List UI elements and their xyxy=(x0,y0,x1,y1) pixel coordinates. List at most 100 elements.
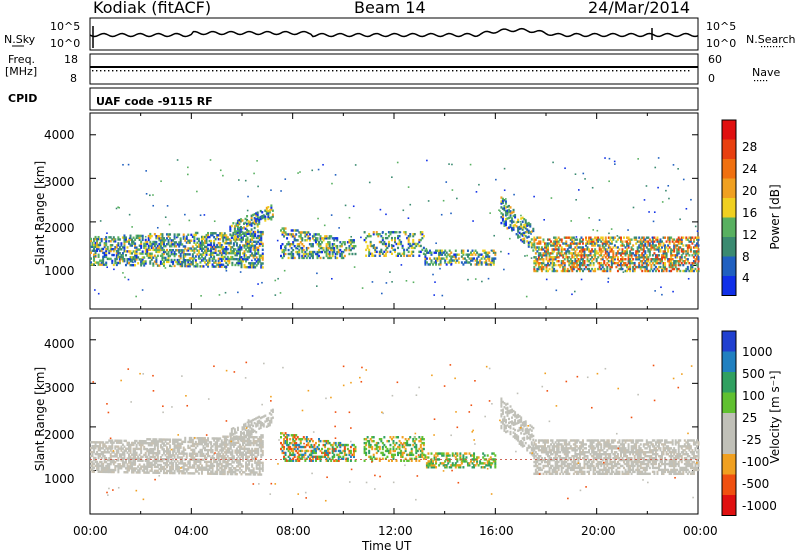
velocity-cell xyxy=(131,465,134,468)
power-cell xyxy=(626,252,629,255)
power-cell xyxy=(609,269,612,273)
power-cell xyxy=(527,245,530,248)
power-cell xyxy=(299,246,302,250)
nave-dot xyxy=(316,70,318,72)
nave-dot xyxy=(608,70,610,72)
nave-dot xyxy=(100,70,102,72)
nave-dot xyxy=(112,70,114,72)
power-cell xyxy=(343,254,346,258)
power-cell xyxy=(200,245,203,248)
velocity-cell xyxy=(99,460,102,464)
velocity-cell xyxy=(255,423,258,426)
velocity-cell xyxy=(225,441,228,444)
power-cell xyxy=(255,222,258,225)
power-cell xyxy=(575,256,578,259)
power-cell xyxy=(193,239,196,242)
velocity-cell xyxy=(261,416,264,419)
power-cell xyxy=(644,265,647,269)
velocity-cell xyxy=(184,464,187,467)
velocity-cell xyxy=(164,454,167,457)
power-cell xyxy=(129,243,131,245)
power-cell xyxy=(284,246,287,250)
power-cell xyxy=(489,261,492,264)
power-cell xyxy=(569,244,572,247)
velocity-cell xyxy=(162,461,165,465)
power-cell xyxy=(462,257,465,260)
velocity-cell xyxy=(172,438,175,441)
velocity-cell xyxy=(254,439,257,443)
velocity-cell xyxy=(217,437,220,440)
velocity-cell xyxy=(138,453,141,457)
power-cell xyxy=(491,257,494,260)
power-cell xyxy=(283,254,286,258)
power-cell xyxy=(585,238,588,241)
power-cell xyxy=(503,189,506,192)
velocity-cell xyxy=(120,453,123,456)
power-cell xyxy=(562,248,565,251)
power-cell xyxy=(621,263,624,267)
velocity-cell xyxy=(149,438,152,441)
velocity-cell xyxy=(169,467,172,471)
power-cell xyxy=(182,251,185,254)
power-cell xyxy=(252,246,255,249)
power-cell xyxy=(187,262,190,266)
power-cell xyxy=(143,256,146,259)
power-cell xyxy=(580,240,583,243)
power-cell xyxy=(559,244,562,247)
power-cell xyxy=(301,231,304,234)
velocity-cell xyxy=(242,439,244,443)
velocity-cell xyxy=(188,466,191,469)
velocity-cell xyxy=(146,461,149,465)
velocity-cell xyxy=(248,451,251,455)
velocity-cell xyxy=(134,439,137,443)
velocity-cell xyxy=(253,418,256,421)
power-cell xyxy=(424,261,427,264)
power-cell xyxy=(298,243,301,246)
velocity-cell xyxy=(246,467,249,470)
power-cell xyxy=(102,257,105,260)
velocity-cell xyxy=(150,451,153,455)
power-cell xyxy=(600,267,603,271)
velocity-colorbar-cell xyxy=(722,351,736,372)
power-cell xyxy=(257,234,260,238)
velocity-cell xyxy=(140,441,143,445)
velocity-cell xyxy=(166,469,168,473)
power-cell xyxy=(290,243,293,246)
power-cell xyxy=(656,246,659,249)
power-cell xyxy=(253,226,256,230)
power-cell xyxy=(529,231,532,234)
nave-dot xyxy=(344,70,346,72)
power-cell xyxy=(668,258,671,261)
power-cell xyxy=(588,242,591,245)
velocity-cell xyxy=(254,441,257,445)
power-cell xyxy=(638,258,641,261)
power-cell xyxy=(589,240,592,243)
power-cell xyxy=(167,258,170,262)
power-cell xyxy=(308,237,311,240)
power-cell xyxy=(150,254,153,257)
power-cell xyxy=(503,167,506,170)
velocity-cell xyxy=(245,457,248,460)
velocity-cell xyxy=(244,434,247,437)
velocity-cell xyxy=(204,448,206,452)
power-cell xyxy=(191,255,194,258)
power-cell xyxy=(623,263,626,267)
velocity-cell xyxy=(222,458,225,462)
power-cell xyxy=(231,250,234,253)
power-cell xyxy=(261,248,264,251)
power-cell xyxy=(321,241,324,244)
power-cell xyxy=(547,261,550,265)
power-cell xyxy=(450,261,453,264)
velocity-cell xyxy=(216,462,219,466)
velocity-colorbar-cell xyxy=(722,474,736,495)
power-cell xyxy=(246,222,249,226)
power-cell xyxy=(121,255,124,259)
power-cell xyxy=(499,210,501,212)
velocity-cell xyxy=(106,447,109,450)
nave-dot xyxy=(684,70,686,72)
power-cell xyxy=(327,246,330,250)
velocity-cell xyxy=(184,436,187,440)
velocity-cell xyxy=(214,443,217,446)
velocity-cell xyxy=(169,465,172,469)
power-cell xyxy=(222,236,225,239)
